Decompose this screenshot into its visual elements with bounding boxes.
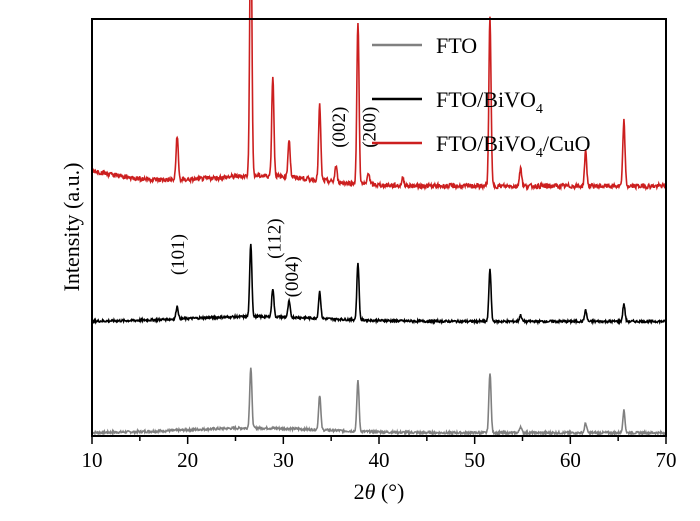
x-tick-label: 30 bbox=[273, 448, 294, 472]
annotation-layer: (101) (112)(004) (002) (200) bbox=[168, 107, 380, 298]
peak-label: (112) bbox=[265, 218, 286, 258]
peak-label: (200) bbox=[359, 107, 380, 148]
legend-label-fto: FTO bbox=[436, 33, 477, 58]
series-line-fto bbox=[91, 367, 667, 438]
series-line-fto-bivo4-cuo bbox=[91, 0, 667, 192]
x-tick-label: 50 bbox=[464, 448, 485, 472]
legend: FTO FTO/BiVO4 FTO/BiVO4/CuO bbox=[372, 33, 591, 161]
series-layer bbox=[91, 0, 667, 438]
x-tick-label: 60 bbox=[560, 448, 581, 472]
peak-label: (004) bbox=[282, 256, 303, 297]
plot-frame bbox=[91, 18, 667, 437]
legend-label-fto-bivo4-cuo: FTO/BiVO4/CuO bbox=[436, 131, 591, 161]
x-tick-label: 20 bbox=[177, 448, 198, 472]
legend-label-fto-bivo4: FTO/BiVO4 bbox=[436, 87, 543, 117]
peak-label: (101) bbox=[168, 234, 189, 275]
x-axis-title: 2θ (°) bbox=[354, 479, 405, 504]
x-tick-label: 40 bbox=[369, 448, 390, 472]
y-axis-title: Intensity (a.u.) bbox=[59, 163, 84, 292]
peak-label: (002) bbox=[329, 107, 350, 148]
x-tick-label: 70 bbox=[656, 448, 677, 472]
series-line-fto-bivo4 bbox=[91, 243, 667, 326]
x-tick-label: 10 bbox=[82, 448, 103, 472]
x-axis-ticks: 10 20 30 40 50 60 70 bbox=[82, 436, 677, 472]
